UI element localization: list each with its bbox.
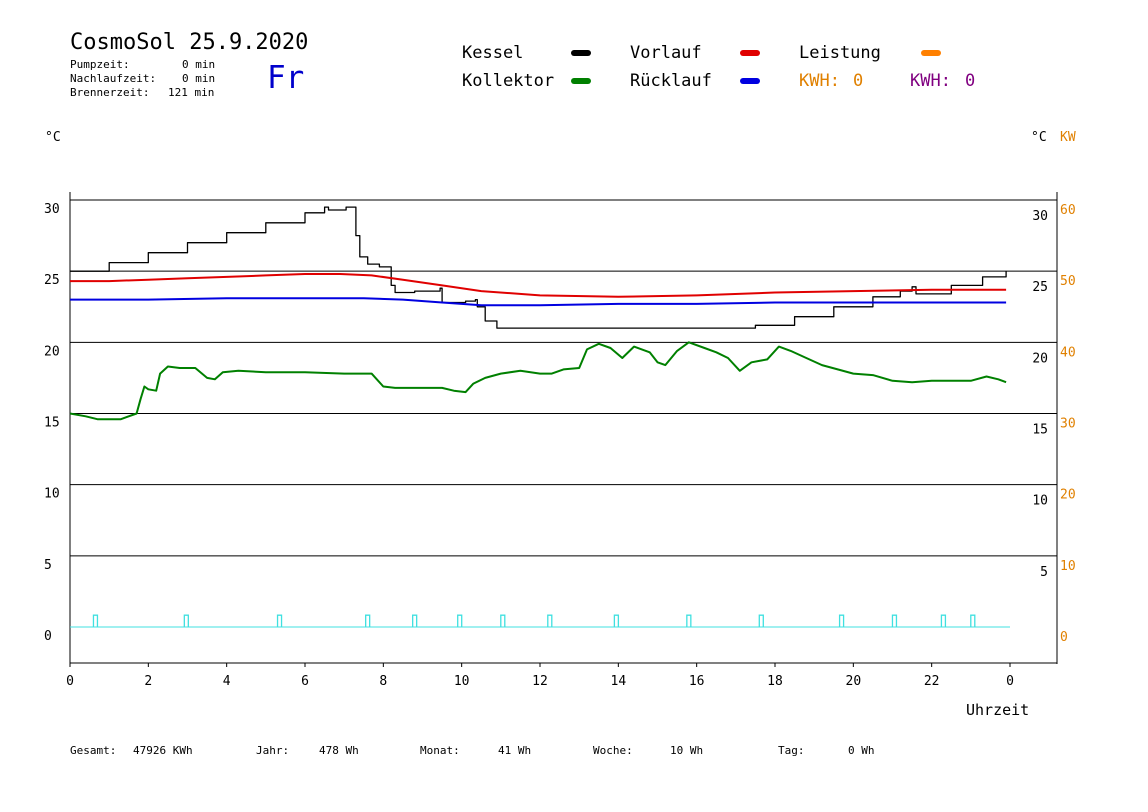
x-tick-label: 2: [144, 674, 152, 689]
stat-pumpzeit-value: 0 min: [182, 58, 216, 71]
legend-label-vorlauf: Vorlauf: [630, 43, 702, 63]
page-title: CosmoSol 25.9.2020: [70, 30, 309, 55]
legend-swatch-leistung: [921, 50, 941, 56]
y-tick-right-temp: 30: [1032, 209, 1048, 224]
y-tick-left: 15: [44, 416, 60, 431]
footer-monat-value: 41 Wh: [498, 744, 532, 757]
y-tick-right-power: 10: [1060, 559, 1076, 574]
x-tick-label: 14: [611, 674, 627, 689]
footer-tag-label: Tag:: [778, 744, 805, 757]
x-axis-label: Uhrzeit: [966, 701, 1030, 719]
left-axis-unit: °C: [45, 130, 61, 145]
y-tick-left: 20: [44, 344, 60, 359]
series-leistung-pulse: [412, 614, 418, 627]
y-tick-right-temp: 20: [1032, 351, 1048, 366]
series-leistung-pulse: [92, 614, 99, 627]
stat-pumpzeit-label: Pumpzeit:: [70, 58, 130, 71]
series-leistung-pulse: [457, 614, 463, 627]
series-vorlauf-line: [70, 273, 1007, 298]
y-tick-right-power: 50: [1060, 274, 1076, 289]
kwh-label-purple: KWH:: [910, 71, 951, 91]
y-tick-right-temp: 10: [1032, 494, 1048, 509]
footer-gesamt-value: 47926 KWh: [133, 744, 193, 757]
x-tick-label: 22: [924, 674, 940, 689]
footer-gesamt-label: Gesamt:: [70, 744, 117, 757]
legend-swatch-kollektor: [571, 78, 591, 84]
kwh-value-orange: 0: [853, 71, 864, 91]
footer-jahr-label: Jahr:: [256, 744, 290, 757]
series-leistung-pulse: [940, 614, 947, 627]
series-leistung-pulse: [838, 614, 845, 627]
y-tick-right-power: 30: [1060, 417, 1076, 432]
footer-jahr-value: 478 Wh: [319, 744, 359, 757]
stat-nachlaufzeit-value: 0 min: [182, 72, 216, 85]
legend-swatch-kessel: [571, 50, 591, 56]
series-leistung-pulse: [758, 614, 764, 627]
series-leistung-pulse: [686, 614, 692, 627]
footer-woche-label: Woche:: [593, 744, 633, 757]
series-kollektor-line: [69, 341, 1007, 421]
legend-label-kollektor: Kollektor: [462, 71, 555, 91]
x-tick-label: 10: [454, 674, 470, 689]
y-tick-right-temp: 25: [1032, 280, 1048, 295]
y-tick-right-temp: 5: [1040, 565, 1048, 580]
y-tick-right-temp: 15: [1032, 423, 1048, 438]
right-axis-power-unit: KW: [1060, 130, 1076, 145]
footer-woche-value: 10 Wh: [670, 744, 704, 757]
x-tick-label: 12: [532, 674, 548, 689]
y-tick-right-power: 20: [1060, 488, 1076, 503]
y-tick-left: 10: [44, 487, 60, 502]
legend-swatch-vorlauf: [740, 50, 760, 56]
stat-brennerzeit-label: Brennerzeit:: [70, 86, 150, 99]
legend-label-leistung: Leistung: [799, 43, 881, 63]
y-tick-left: 0: [44, 629, 52, 644]
series-kessel-line: [70, 206, 1007, 329]
x-tick-label: 16: [689, 674, 705, 689]
y-tick-left: 5: [44, 558, 52, 573]
series-leistung-pulse: [276, 614, 283, 627]
series-leistung-pulse: [547, 614, 553, 627]
x-tick-label: 8: [379, 674, 387, 689]
y-tick-right-power: 0: [1060, 630, 1068, 645]
kwh-value-purple: 0: [965, 71, 976, 91]
x-tick-label: 6: [301, 674, 309, 689]
y-tick-left: 30: [44, 202, 60, 217]
x-tick-label: 0: [1006, 674, 1014, 689]
weekday-label: Fr: [267, 60, 305, 96]
stat-nachlaufzeit-label: Nachlaufzeit:: [70, 72, 157, 85]
footer-monat-label: Monat:: [420, 744, 460, 757]
legend-label-kessel: Kessel: [462, 43, 524, 63]
right-axis-temp-unit: °C: [1031, 130, 1047, 145]
footer-tag-value: 0 Wh: [848, 744, 875, 757]
x-tick-label: 18: [767, 674, 783, 689]
series-leistung-pulse: [891, 614, 898, 627]
series-leistung-pulse: [970, 614, 976, 627]
series-rcklauf-line: [70, 297, 1007, 307]
series-leistung-pulse: [613, 614, 620, 627]
series-leistung-pulse: [365, 614, 371, 627]
x-tick-label: 20: [846, 674, 862, 689]
legend-label-ruecklauf: Rücklauf: [630, 71, 712, 91]
stat-brennerzeit-value: 121 min: [168, 86, 215, 99]
y-tick-left: 25: [44, 273, 60, 288]
x-tick-label: 0: [66, 674, 74, 689]
x-tick-label: 4: [223, 674, 231, 689]
legend-swatch-ruecklauf: [740, 78, 760, 84]
series-leistung-pulse: [500, 614, 506, 627]
y-tick-right-power: 60: [1060, 203, 1076, 218]
kwh-label-orange: KWH:: [799, 71, 840, 91]
series-leistung-pulse: [183, 614, 189, 627]
y-tick-right-power: 40: [1060, 345, 1076, 360]
